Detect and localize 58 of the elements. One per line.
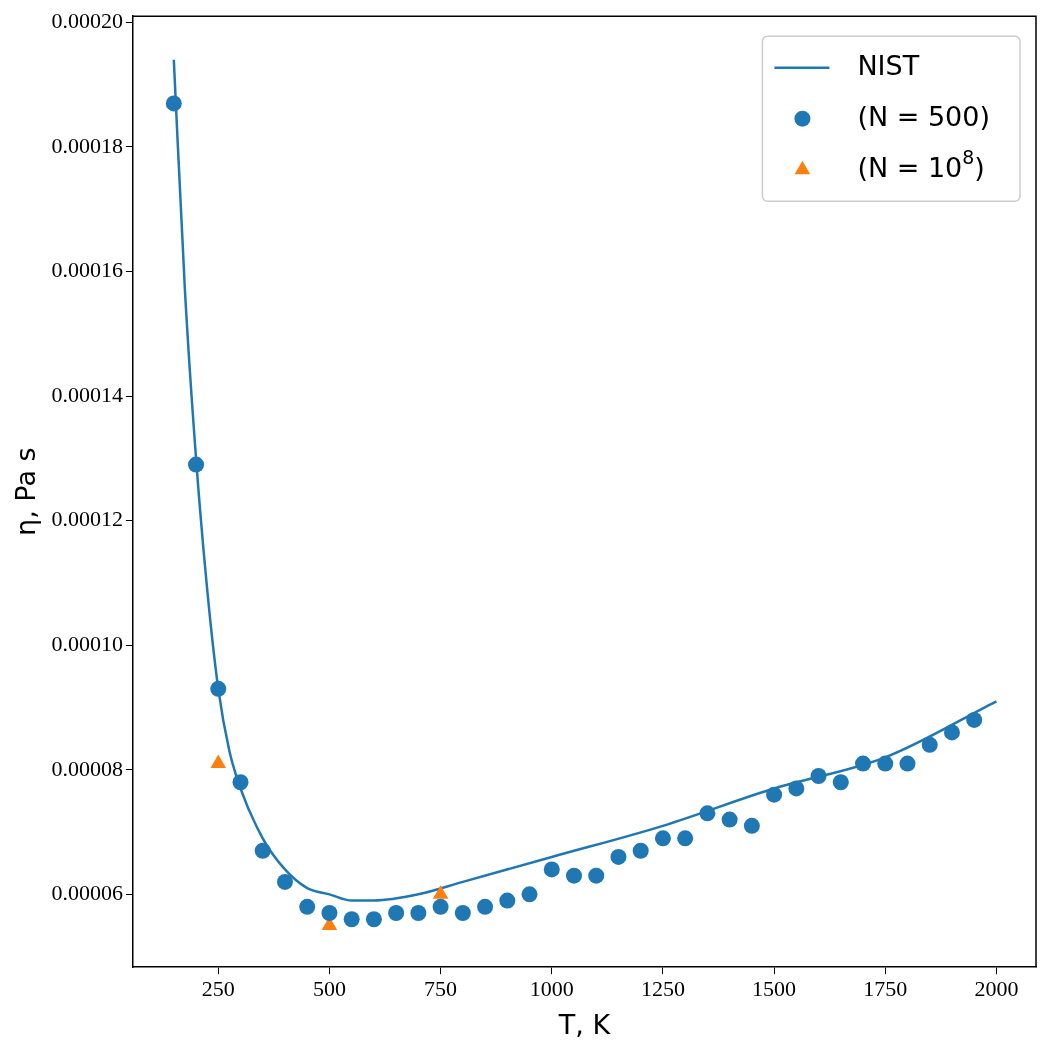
y-tick-label: 0.00014 — [51, 381, 123, 407]
x-tick-label: 1750 — [863, 976, 908, 1002]
y-tick-label: 0.00010 — [51, 631, 123, 656]
y-tick-label: 0.00012 — [51, 506, 123, 532]
point — [543, 861, 560, 878]
point — [921, 736, 938, 753]
x-tick-label: 1000 — [529, 976, 574, 1002]
x-axis-title: T, K — [557, 1008, 612, 1040]
point — [410, 905, 427, 922]
point — [855, 755, 872, 772]
point — [232, 774, 249, 791]
point — [276, 873, 293, 890]
point — [566, 867, 582, 884]
y-tick-label: 0.00008 — [51, 755, 123, 781]
x-tick-label: 1500 — [752, 976, 797, 1002]
point — [210, 754, 227, 769]
point — [832, 774, 849, 791]
point — [299, 898, 316, 915]
point — [454, 905, 471, 922]
x-tick-label: 500 — [312, 976, 346, 1002]
y-tick-label: 0.00018 — [51, 132, 123, 158]
point — [210, 680, 227, 697]
x-tick-label: 250 — [201, 976, 235, 1002]
point — [788, 780, 805, 797]
point — [632, 842, 649, 859]
point — [943, 724, 960, 741]
point — [188, 456, 205, 473]
y-axis-title: η, Pa s — [10, 447, 42, 536]
point — [165, 95, 182, 112]
legend-label: NIST — [857, 49, 920, 81]
point — [432, 898, 449, 915]
point — [388, 905, 405, 922]
point — [721, 811, 738, 828]
point — [343, 911, 360, 928]
point — [610, 848, 627, 865]
point — [699, 805, 716, 822]
point — [654, 830, 671, 847]
point — [966, 711, 983, 728]
legend-label: (N = 500) — [857, 100, 991, 132]
point — [365, 911, 382, 928]
y-tick-label: 0.00020 — [51, 8, 123, 34]
point — [521, 886, 538, 903]
point — [254, 842, 271, 859]
point — [321, 905, 338, 922]
point — [899, 755, 916, 772]
point — [810, 768, 827, 784]
point — [877, 755, 894, 772]
y-tick-label: 0.00006 — [51, 880, 123, 906]
point — [743, 817, 760, 834]
point — [477, 898, 494, 915]
y-tick-label: 0.00016 — [51, 257, 123, 283]
point — [766, 786, 783, 803]
x-tick-label: 750 — [424, 976, 458, 1002]
point — [588, 867, 605, 884]
point — [677, 830, 694, 847]
point — [499, 892, 516, 909]
x-tick-label: 2000 — [974, 976, 1019, 1002]
x-tick-label: 1250 — [640, 976, 685, 1002]
